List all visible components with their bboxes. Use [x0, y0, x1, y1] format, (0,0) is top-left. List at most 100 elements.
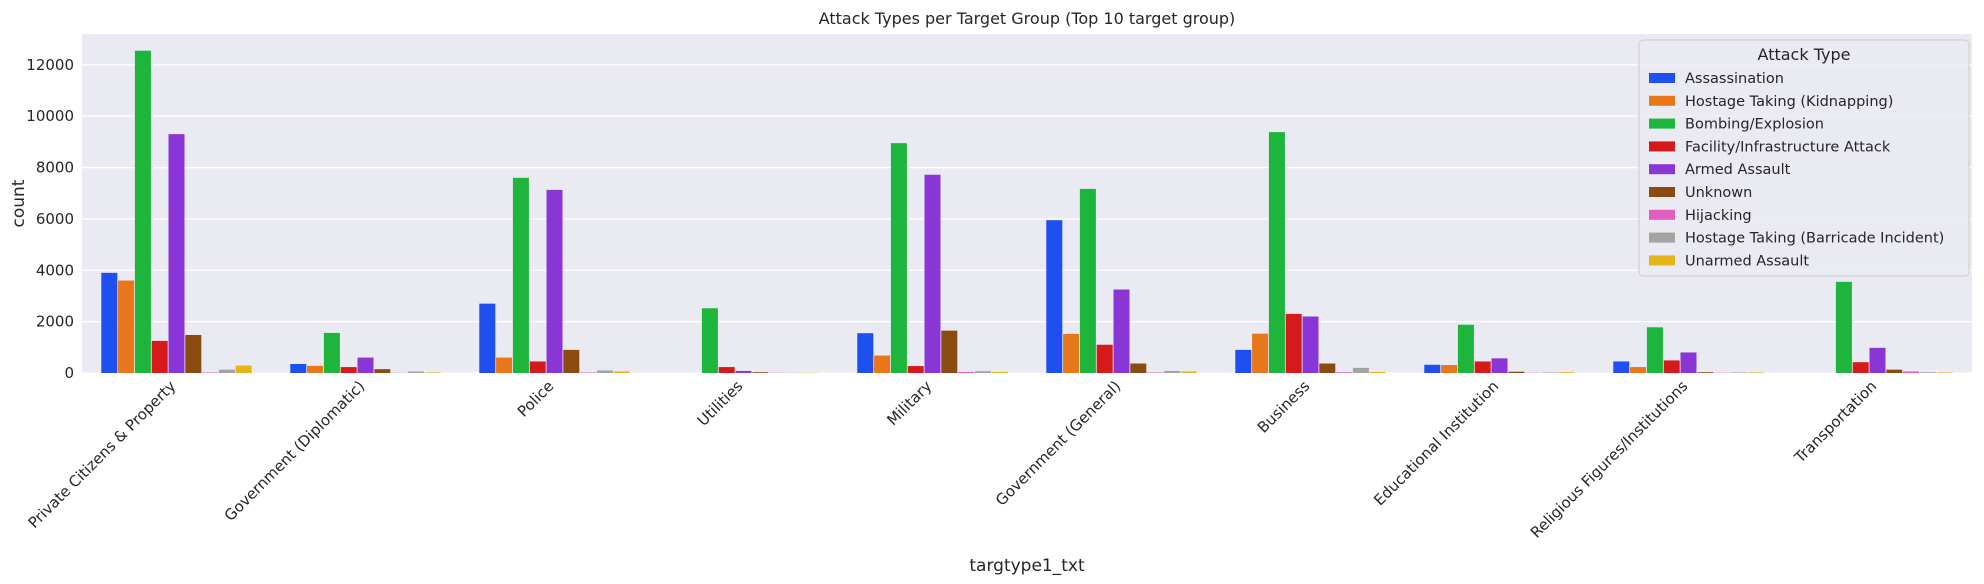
bar: [1835, 281, 1852, 373]
bar: [958, 371, 975, 373]
x-tick-label: Religious Figures/Institutions: [1527, 377, 1692, 542]
bar: [235, 365, 252, 373]
x-ticks: Private Citizens & Property Government (D…: [25, 377, 1881, 542]
bar: [718, 367, 735, 373]
bar: [340, 367, 357, 373]
bar: [1285, 313, 1302, 373]
y-tick-label: 6000: [36, 210, 74, 228]
legend-swatch: [1649, 187, 1675, 197]
chart-title: Attack Types per Target Group (Top 10 ta…: [819, 9, 1236, 28]
bar: [1163, 370, 1180, 373]
bar: [890, 143, 907, 373]
x-tick-label: Utilities: [694, 377, 747, 430]
bar: [1046, 220, 1063, 373]
bar: [752, 372, 769, 373]
bar: [290, 364, 307, 373]
bar: [1869, 347, 1886, 373]
bars-layer: [101, 50, 1953, 374]
y-axis-label: count: [9, 179, 29, 227]
bar: [974, 371, 991, 373]
bar: [1558, 372, 1575, 373]
x-tick-label: Business: [1254, 377, 1314, 437]
x-tick-label: Police: [514, 377, 557, 420]
bar: [1130, 363, 1147, 373]
y-tick-label: 0: [64, 364, 74, 382]
bar: [218, 369, 235, 373]
x-tick-label: Transportation: [1790, 377, 1880, 467]
bar: [134, 50, 151, 374]
bar: [1113, 289, 1130, 373]
legend-entry: Hostage Taking (Kidnapping): [1685, 94, 1893, 110]
legend-entry: Hijacking: [1685, 208, 1752, 224]
y-ticks: 0 2000 4000 6000 8000 10000 12000: [26, 56, 74, 382]
bar: [512, 177, 529, 373]
bar: [991, 371, 1008, 373]
legend-swatch: [1649, 118, 1675, 129]
bar: [1919, 372, 1936, 373]
bar: [1235, 349, 1252, 373]
bar: [1268, 132, 1285, 373]
legend-title: Attack Type: [1758, 45, 1851, 64]
bar: [1903, 371, 1920, 373]
bar: [424, 372, 441, 373]
bar: [613, 371, 630, 373]
x-tick-label: Military: [883, 377, 935, 429]
bar: [407, 371, 424, 373]
bar: [1319, 363, 1336, 373]
x-tick-label: Educational Institution: [1370, 377, 1502, 509]
bar: [1936, 372, 1953, 373]
bar: [1457, 324, 1474, 373]
bar: [1252, 333, 1269, 373]
bar: [874, 355, 891, 373]
bar: [1886, 369, 1903, 373]
legend: Attack Type Assassination Hostage Taking …: [1638, 39, 1970, 277]
bar: [563, 349, 580, 373]
bar: [151, 340, 168, 373]
bar: [1336, 372, 1353, 373]
bar: [735, 370, 752, 373]
bar: [1491, 358, 1508, 373]
y-tick-label: 10000: [26, 107, 74, 125]
bar: [1302, 316, 1319, 373]
legend-swatch: [1649, 232, 1675, 243]
bar: [118, 280, 135, 373]
bar: [1063, 333, 1080, 373]
bar: [1697, 372, 1714, 373]
legend-swatch: [1649, 95, 1675, 106]
bar: [307, 365, 324, 373]
y-tick-label: 12000: [26, 56, 74, 74]
legend-swatch: [1649, 73, 1675, 83]
bar: [1096, 344, 1113, 373]
bar: [323, 332, 340, 373]
bar: [479, 303, 496, 373]
bar: [101, 272, 118, 373]
y-tick-label: 8000: [36, 159, 74, 177]
bar: [1730, 372, 1747, 373]
legend-swatch: [1649, 164, 1675, 175]
bar: [546, 189, 563, 373]
bar: [357, 357, 374, 373]
bar: [857, 333, 874, 373]
legend-swatch: [1649, 141, 1675, 152]
y-tick-label: 2000: [36, 313, 74, 331]
bar: [941, 330, 958, 373]
bar: [202, 372, 219, 373]
bar: [1352, 367, 1369, 373]
bar: [1630, 367, 1647, 373]
legend-entry: Assassination: [1685, 71, 1784, 87]
legend-entry: Unknown: [1685, 185, 1752, 201]
bar: [1369, 371, 1386, 373]
legend-entry: Hostage Taking (Barricade Incident): [1685, 231, 1944, 247]
bar: [1474, 361, 1491, 373]
bar: [580, 372, 597, 373]
legend-entry: Armed Assault: [1685, 162, 1791, 178]
legend-box: [1638, 39, 1970, 277]
bar: [496, 357, 513, 373]
legend-entry: Unarmed Assault: [1685, 253, 1809, 269]
bar: [907, 366, 924, 373]
bar: [1424, 364, 1441, 373]
bar: [168, 134, 185, 373]
bar: [1541, 372, 1558, 373]
